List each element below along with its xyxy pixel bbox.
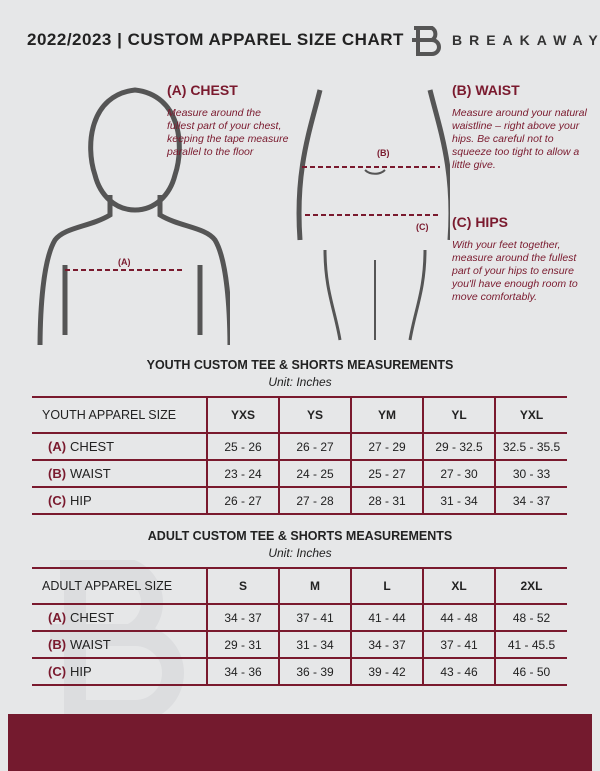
chest-heading: (A) CHEST — [167, 82, 238, 98]
measure-value: 34 - 37 — [206, 603, 279, 632]
measure-value: 34 - 37 — [350, 630, 423, 659]
measure-value: 31 - 34 — [422, 486, 495, 515]
measure-value: 36 - 39 — [278, 657, 351, 686]
youth-table-title: YOUTH CUSTOM TEE & SHORTS MEASUREMENTS — [146, 358, 454, 372]
size-header: YL — [422, 396, 495, 434]
measure-value: 29 - 32.5 — [422, 432, 495, 461]
measure-name: CHEST — [70, 439, 115, 454]
size-header: M — [278, 567, 351, 605]
chest-marker: (A) — [118, 257, 131, 267]
brand-name: BREAKAWAY — [452, 32, 600, 48]
torso-figure-icon — [296, 89, 450, 341]
measure-value: 26 - 27 — [206, 486, 279, 515]
footer-bar — [8, 714, 592, 771]
size-header: L — [350, 567, 423, 605]
size-header: XL — [422, 567, 495, 605]
measure-code: (B) — [48, 466, 67, 481]
measure-value: 41 - 45.5 — [494, 630, 567, 659]
waist-marker: (B) — [377, 148, 390, 158]
header-label: YOUTH APPAREL SIZE — [32, 396, 207, 434]
waist-description: Measure around your natural waistline – … — [452, 107, 587, 171]
adult-unit: Unit: Inches — [268, 546, 332, 560]
measure-value: 26 - 27 — [278, 432, 351, 461]
adult-table-title: ADULT CUSTOM TEE & SHORTS MEASUREMENTS — [147, 529, 453, 543]
measure-name: CHEST — [70, 610, 115, 625]
youth-unit: Unit: Inches — [268, 375, 332, 389]
waist-heading: (B) WAIST — [452, 82, 520, 98]
measure-name: HIP — [70, 664, 92, 679]
measure-code: (C) — [48, 664, 67, 679]
measure-value: 30 - 33 — [494, 459, 567, 488]
measure-name: HIP — [70, 493, 92, 508]
measure-value: 24 - 25 — [278, 459, 351, 488]
measure-value: 34 - 36 — [206, 657, 279, 686]
table-row: (A) CHEST 34 - 37 37 - 41 41 - 44 44 - 48 48 -… — [32, 603, 567, 632]
measure-label: (B) WAIST — [32, 630, 207, 659]
table-row: (C) HIP 26 - 27 27 - 28 28 - 31 31 - 34 34 - 3… — [32, 486, 567, 515]
measure-value: 44 - 48 — [422, 603, 495, 632]
measure-code: (B) — [48, 637, 67, 652]
measure-value: 34 - 37 — [494, 486, 567, 515]
measure-value: 43 - 46 — [422, 657, 495, 686]
measure-value: 25 - 26 — [206, 432, 279, 461]
hips-description: With your feet together, measure around … — [452, 239, 578, 303]
measure-value: 29 - 31 — [206, 630, 279, 659]
table-row: (B) WAIST 29 - 31 31 - 34 34 - 37 37 - 41 41 -… — [32, 630, 567, 659]
measure-value: 27 - 30 — [422, 459, 495, 488]
measure-label: (C) HIP — [32, 486, 207, 515]
table-row: (A) CHEST 25 - 26 26 - 27 27 - 29 29 - 32.5 32… — [32, 432, 567, 461]
hips-heading: (C) HIPS — [452, 214, 508, 230]
page-title: 2022/2023 | CUSTOM APPAREL SIZE CHART — [27, 30, 404, 49]
size-header: YXL — [494, 396, 567, 434]
chest-figure-icon — [37, 87, 230, 345]
measure-value: 23 - 24 — [206, 459, 279, 488]
measure-value: 25 - 27 — [350, 459, 423, 488]
size-header: YM — [350, 396, 423, 434]
measure-code: (A) — [48, 610, 67, 625]
table-header-row: ADULT APPAREL SIZE S M L XL 2XL — [32, 567, 567, 605]
breakaway-logo-icon — [412, 26, 441, 56]
measure-value: 48 - 52 — [494, 603, 567, 632]
measure-value: 46 - 50 — [494, 657, 567, 686]
hips-marker: (C) — [416, 222, 429, 232]
header-label: ADULT APPAREL SIZE — [32, 567, 207, 605]
measure-value: 31 - 34 — [278, 630, 351, 659]
size-header: YS — [278, 396, 351, 434]
measure-label: (B) WAIST — [32, 459, 207, 488]
measure-value: 27 - 28 — [278, 486, 351, 515]
measure-label: (C) HIP — [32, 657, 207, 686]
measure-value: 28 - 31 — [350, 486, 423, 515]
measure-code: (C) — [48, 493, 67, 508]
measure-value: 32.5 - 35.5 — [494, 432, 567, 461]
measure-value: 37 - 41 — [422, 630, 495, 659]
table-row: (B) WAIST 23 - 24 24 - 25 25 - 27 27 - 30 30 -… — [32, 459, 567, 488]
measure-value: 39 - 42 — [350, 657, 423, 686]
measure-name: WAIST — [70, 637, 111, 652]
table-row: (C) HIP 34 - 36 36 - 39 39 - 42 43 - 46 46 - 5… — [32, 657, 567, 686]
measure-name: WAIST — [70, 466, 111, 481]
table-header-row: YOUTH APPAREL SIZE YXS YS YM YL YXL — [32, 396, 567, 434]
measure-label: (A) CHEST — [32, 603, 207, 632]
size-header: 2XL — [494, 567, 567, 605]
measure-code: (A) — [48, 439, 67, 454]
measure-value: 27 - 29 — [350, 432, 423, 461]
size-header: S — [206, 567, 279, 605]
measure-label: (A) CHEST — [32, 432, 207, 461]
youth-size-table: YOUTH APPAREL SIZE YXS YS YM YL YXL (A) CHEST… — [32, 396, 567, 515]
measure-value: 41 - 44 — [350, 603, 423, 632]
chest-description: Measure around the fullest part of your … — [167, 107, 289, 158]
size-header: YXS — [206, 396, 279, 434]
measure-value: 37 - 41 — [278, 603, 351, 632]
adult-size-table: ADULT APPAREL SIZE S M L XL 2XL (A) CHEST 34 -… — [32, 567, 567, 686]
